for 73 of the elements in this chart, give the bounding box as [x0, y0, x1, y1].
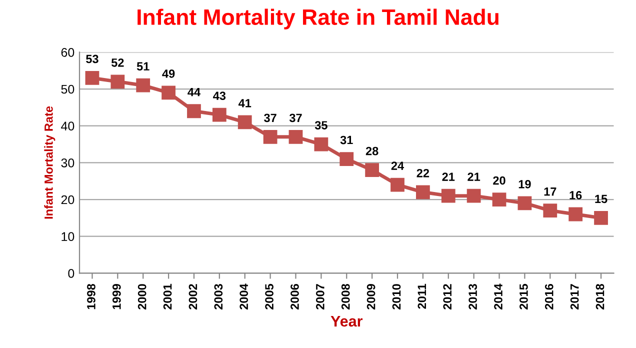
x-tick-label: 2003	[214, 284, 223, 310]
x-tick-label: 2004	[240, 284, 248, 310]
data-label: 31	[340, 136, 353, 144]
data-label: 19	[518, 180, 531, 188]
point	[238, 115, 252, 130]
data-label: 37	[289, 114, 302, 122]
point	[162, 86, 176, 100]
x-axis-title: Year	[330, 316, 363, 327]
point	[416, 185, 430, 200]
point	[263, 130, 278, 144]
data-label: 35	[314, 121, 328, 130]
point	[212, 108, 226, 122]
data-label: 21	[468, 172, 480, 181]
x-tick-label: 2016	[544, 284, 554, 310]
data-label: 44	[188, 88, 200, 96]
point	[187, 104, 201, 118]
point	[110, 74, 125, 89]
x-tick-label: 2011	[418, 284, 426, 309]
data-label: 49	[162, 70, 175, 78]
y-axis-title: Infant Mortality Rate	[44, 106, 56, 219]
point	[466, 188, 481, 203]
point	[365, 163, 380, 177]
y-tick-label: 60	[61, 48, 74, 57]
x-tick-label: 2007	[316, 284, 324, 310]
point	[441, 188, 456, 203]
point	[136, 78, 150, 92]
data-label: 21	[442, 172, 455, 181]
data-label: 15	[595, 194, 608, 204]
data-label: 20	[493, 176, 506, 185]
x-tick-label: 2000	[138, 284, 146, 310]
data-label: 43	[213, 92, 226, 100]
x-tick-label: 2002	[188, 284, 198, 310]
x-tick-label: 2009	[366, 284, 376, 310]
x-tick-label: 2008	[341, 284, 350, 310]
x-tick-label: 1999	[112, 284, 121, 310]
x-tick-label: 2005	[265, 284, 274, 310]
y-tick-label: 0	[68, 268, 74, 278]
data-label: 22	[416, 168, 430, 178]
data-label: 16	[570, 191, 582, 200]
point	[568, 207, 583, 222]
point	[594, 210, 608, 225]
x-tick-label: 2012	[443, 284, 452, 310]
x-tick-label: 2014	[494, 284, 502, 310]
data-label: 41	[238, 99, 252, 108]
data-label: 37	[264, 114, 276, 122]
y-tick-label: 50	[61, 84, 74, 94]
y-tick-label: 20	[61, 195, 74, 204]
x-tick-label: 2015	[520, 284, 528, 310]
x-tick-label: 2010	[392, 284, 401, 310]
point	[492, 192, 506, 206]
x-tick-label: 2018	[596, 284, 604, 310]
point	[314, 137, 328, 152]
y-tick-label: 40	[61, 122, 74, 131]
y-tick-label: 10	[62, 232, 74, 241]
point	[543, 204, 558, 218]
x-tick-label: 2017	[570, 284, 579, 310]
point	[390, 178, 404, 192]
y-tick-label: 30	[61, 158, 74, 168]
x-tick-label: 2006	[290, 284, 299, 310]
data-label: 51	[136, 62, 150, 71]
data-label: 52	[111, 58, 124, 67]
data-label: 17	[544, 187, 556, 196]
data-label: 24	[391, 162, 404, 170]
point	[340, 152, 354, 166]
x-tick-label: 2013	[468, 284, 478, 310]
point	[288, 130, 303, 144]
point	[518, 196, 532, 210]
data-label: 28	[366, 146, 378, 156]
point	[85, 71, 100, 85]
x-tick-label: 1998	[87, 284, 96, 310]
chart-title: Infant Mortality Rate in Tamil Nadu	[138, 8, 498, 30]
data-label: 53	[86, 54, 98, 64]
x-tick-label: 2001	[163, 284, 172, 310]
